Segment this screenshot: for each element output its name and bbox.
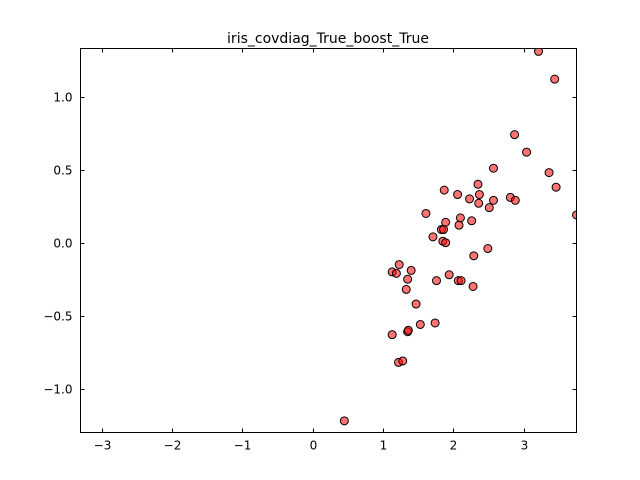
scatter-point (474, 190, 484, 200)
scatter-point (456, 276, 466, 286)
scatter-point (550, 74, 560, 84)
scatter-point (394, 260, 404, 270)
scatter-point (401, 284, 411, 294)
scatter-point (441, 217, 451, 227)
x-tick-label: 0 (310, 439, 318, 453)
scatter-point (572, 210, 577, 220)
chart-title: iris_covdiag_True_boost_True (227, 31, 429, 47)
scatter-point (444, 270, 454, 280)
scatter-point (544, 168, 554, 178)
scatter-point (488, 195, 498, 205)
x-tick-label: 2 (450, 439, 458, 453)
x-tick-label: 3 (521, 439, 529, 453)
scatter-point (398, 356, 408, 366)
scatter-point (551, 182, 561, 192)
scatter-point (484, 203, 494, 213)
scatter-point (522, 147, 532, 157)
scatter-point (403, 274, 413, 284)
plot-frame (80, 48, 577, 433)
y-tick-label: 0.0 (53, 237, 72, 251)
scatter-point (439, 185, 449, 195)
x-tick-label: 1 (380, 439, 388, 453)
scatter-point (534, 48, 544, 56)
points-layer (339, 48, 577, 426)
scatter-point (473, 179, 483, 189)
y-tick-label: −1.0 (43, 383, 72, 397)
scatter-point (455, 213, 465, 223)
scatter-point (430, 318, 440, 328)
scatter-point (510, 130, 520, 140)
scatter-point (406, 265, 416, 275)
scatter-point (387, 330, 397, 340)
scatter-point (391, 268, 401, 278)
scatter-point (411, 299, 421, 309)
y-tick-label: 1.0 (53, 91, 72, 105)
scatter-point (465, 194, 475, 204)
scatter-point (474, 198, 484, 208)
scatter-point (441, 238, 451, 248)
scatter-point (453, 190, 463, 200)
x-tick-label: −3 (94, 439, 112, 453)
x-tick-label: −1 (234, 439, 252, 453)
x-tick-label: −2 (164, 439, 182, 453)
scatter-point (483, 244, 493, 254)
y-axis: −1.0 −0.5 0.0 0.5 1.0 (43, 91, 577, 397)
scatter-point (510, 195, 520, 205)
scatter-point (403, 325, 413, 335)
y-tick-label: 0.5 (53, 164, 72, 178)
scatter-point (454, 220, 464, 230)
x-axis: −3 −2 −1 0 1 2 3 (94, 48, 529, 453)
scatter-point (467, 216, 477, 226)
scatter-point (431, 276, 441, 286)
scatter-point (428, 232, 438, 242)
scatter-point (415, 319, 425, 329)
scatter-point (488, 163, 498, 173)
scatter-point (339, 416, 349, 426)
scatter-point (439, 225, 449, 235)
scatter-point (421, 208, 431, 218)
scatter-point (469, 251, 479, 261)
y-tick-label: −0.5 (43, 310, 72, 324)
scatter-point (468, 281, 478, 291)
